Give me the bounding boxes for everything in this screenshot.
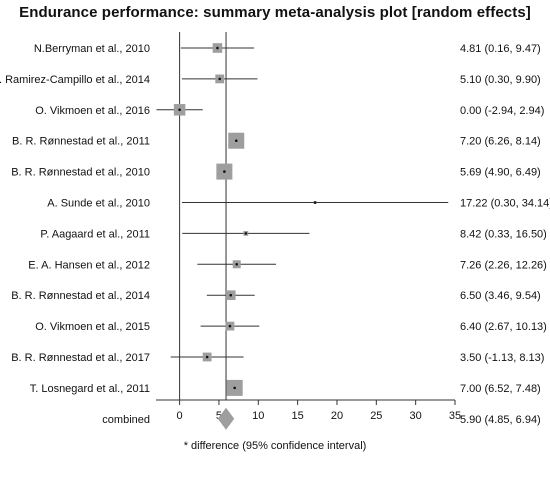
study-ci-text: 17.22 (0.30, 34.14)	[460, 198, 550, 210]
point-estimate	[228, 324, 232, 328]
point-estimate	[205, 355, 209, 359]
study-ci-text: 6.50 (3.46, 9.54)	[460, 290, 541, 302]
point-estimate	[313, 201, 317, 204]
study-label: T. Losnegard et al., 2011	[30, 383, 150, 395]
combined-ci-text: 5.90 (4.85, 6.94)	[460, 414, 541, 426]
point-estimate	[229, 293, 233, 297]
study-ci-text: 5.10 (0.30, 9.90)	[460, 74, 541, 86]
point-estimate	[178, 108, 181, 112]
study-label: A. Sunde et al., 2010	[47, 198, 150, 210]
study-ci-text: 8.42 (0.33, 16.50)	[460, 228, 547, 240]
x-tick-label: 15	[292, 410, 304, 422]
study-ci-text: 4.81 (0.16, 9.47)	[460, 43, 541, 55]
x-tick-label: 0	[177, 410, 183, 422]
point-estimate	[216, 46, 219, 50]
x-tick-label: 30	[410, 410, 422, 422]
point-estimate	[223, 170, 226, 173]
point-estimate	[235, 263, 239, 266]
study-ci-text: 5.69 (4.90, 6.49)	[460, 167, 541, 179]
study-ci-text: 7.20 (6.26, 8.14)	[460, 136, 541, 148]
study-label: E. A. Hansen et al., 2012	[28, 259, 150, 271]
study-ci-text: 3.50 (-1.13, 8.13)	[460, 352, 544, 364]
x-tick-label: 20	[331, 410, 343, 422]
combined-label: combined	[102, 414, 150, 426]
point-estimate	[233, 386, 236, 390]
study-label: R. Ramirez-Campillo et al., 2014	[0, 74, 150, 86]
x-tick-label: 5	[216, 410, 222, 422]
point-estimate	[244, 232, 248, 235]
x-tick-label: 25	[370, 410, 382, 422]
study-ci-text: 7.26 (2.26, 12.26)	[460, 259, 547, 271]
study-label: O. Vikmoen et al., 2016	[35, 105, 150, 117]
study-ci-text: 7.00 (6.52, 7.48)	[460, 383, 541, 395]
x-tick-label: 35	[449, 410, 461, 422]
study-ci-text: 0.00 (-2.94, 2.94)	[460, 105, 544, 117]
study-label: B. R. Rønnestad et al., 2014	[11, 290, 150, 302]
study-label: N.Berryman et al., 2010	[34, 43, 150, 55]
study-label: O. Vikmoen et al., 2015	[35, 321, 150, 333]
chart-footnote: * difference (95% confidence interval)	[183, 440, 367, 452]
point-estimate	[218, 77, 222, 81]
chart-title: Endurance performance: summary meta-anal…	[19, 4, 531, 21]
point-estimate	[234, 139, 238, 142]
study-label: B. R. Rønnestad et al., 2017	[11, 352, 150, 364]
combined-diamond	[217, 407, 235, 430]
study-label: P. Aagaard et al., 2011	[40, 228, 150, 240]
study-ci-text: 6.40 (2.67, 10.13)	[460, 321, 547, 333]
study-label: B. R. Rønnestad et al., 2010	[11, 167, 150, 179]
study-label: B. R. Rønnestad et al., 2011	[12, 136, 150, 148]
x-tick-label: 10	[252, 410, 264, 422]
